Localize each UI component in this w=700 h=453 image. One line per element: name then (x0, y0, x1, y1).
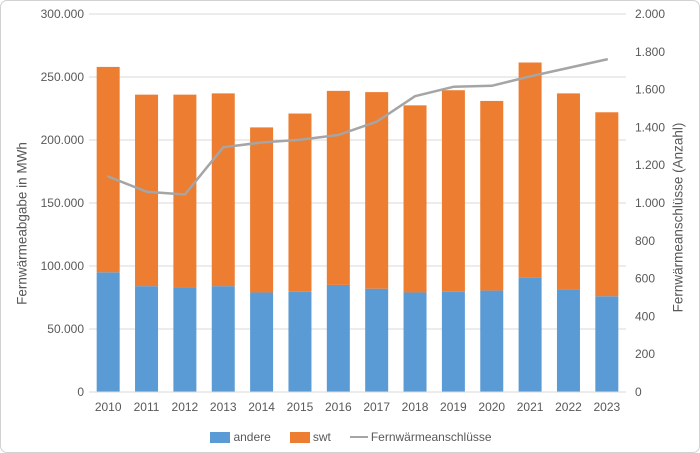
bar-segment-swt-2019 (441, 90, 465, 292)
left-axis-tick-label: 0 (77, 385, 84, 399)
x-axis-label-2014: 2014 (248, 400, 275, 414)
right-axis-tick-label: 2.000 (635, 7, 665, 21)
right-axis-tick-label: 0 (635, 385, 642, 399)
bar-segment-swt-2014 (250, 127, 274, 293)
right-axis-tick-label: 400 (635, 309, 655, 323)
legend-label-andere: andere (233, 430, 271, 444)
left-axis-tick-label: 250.000 (41, 70, 85, 84)
left-axis-tick-label: 200.000 (41, 133, 85, 147)
x-axis-label-2012: 2012 (172, 400, 199, 414)
legend-swatch-andere-icon (210, 431, 231, 443)
bar-segment-swt-2021 (518, 62, 542, 278)
bar-segment-andere-2013 (211, 286, 235, 392)
bar-segment-swt-2015 (288, 113, 312, 292)
bar-segment-swt-2010 (96, 66, 120, 273)
left-axis-tick-label: 50.000 (47, 322, 84, 336)
x-axis-label-2010: 2010 (95, 400, 122, 414)
bar-segment-swt-2018 (403, 105, 427, 293)
right-axis-tick-label: 1.200 (635, 158, 665, 172)
bar-segment-swt-2012 (173, 94, 197, 288)
x-axis-label-2015: 2015 (287, 400, 314, 414)
bar-segment-swt-2020 (480, 100, 504, 291)
bar-segment-andere-2018 (403, 292, 427, 392)
bar-segment-andere-2022 (556, 289, 580, 392)
x-axis-label-2017: 2017 (363, 400, 390, 414)
bar-segment-swt-2023 (595, 112, 619, 297)
legend-item-fernwaermeanschluesse: Fernwärmeanschlüsse (349, 430, 492, 444)
bar-segment-swt-2013 (211, 93, 235, 287)
right-axis-tick-label: 800 (635, 234, 655, 248)
bar-segment-andere-2019 (441, 291, 465, 392)
bar-segment-swt-2022 (556, 93, 580, 290)
x-axis-label-2018: 2018 (402, 400, 429, 414)
left-axis-title: Fernwärmeabgabe in MWh (14, 142, 30, 305)
x-axis-label-2019: 2019 (440, 400, 467, 414)
x-axis-label-2020: 2020 (478, 400, 505, 414)
x-axis-label-2011: 2011 (134, 400, 160, 414)
left-axis-tick-label: 100.000 (41, 259, 85, 273)
left-axis-tick-label: 300.000 (41, 7, 85, 21)
bar-segment-andere-2023 (595, 296, 619, 392)
right-axis-title: Fernwärmeanschlüsse (Anzahl) (670, 122, 686, 313)
legend: andere swt Fernwärmeanschlüsse (1, 427, 699, 447)
legend-label-fernwaermeanschluesse: Fernwärmeanschlüsse (370, 430, 492, 444)
right-axis-tick-label: 1.000 (635, 196, 665, 210)
right-axis-tick-label: 200 (635, 347, 655, 361)
left-axis-tick-label: 150.000 (41, 196, 85, 210)
legend-item-swt: swt (289, 430, 331, 444)
x-axis-label-2021: 2021 (517, 400, 544, 414)
bar-segment-swt-2017 (365, 92, 389, 289)
bar-segment-andere-2021 (518, 277, 542, 392)
right-axis-tick-label: 1.800 (635, 45, 665, 59)
bar-segment-andere-2011 (135, 286, 159, 392)
bar-segment-andere-2017 (365, 288, 389, 392)
bar-segment-andere-2010 (96, 272, 120, 392)
legend-item-andere: andere (210, 430, 271, 444)
right-axis-tick-label: 1.400 (635, 120, 665, 134)
bar-segment-andere-2020 (480, 290, 504, 392)
x-axis-label-2022: 2022 (555, 400, 582, 414)
bar-segment-andere-2016 (326, 284, 350, 392)
bar-segment-andere-2015 (288, 291, 312, 392)
bar-segment-andere-2012 (173, 287, 197, 392)
x-axis-label-2013: 2013 (210, 400, 237, 414)
bar-segment-swt-2016 (326, 90, 350, 285)
x-axis-label-2023: 2023 (593, 400, 620, 414)
x-axis-label-2016: 2016 (325, 400, 352, 414)
right-axis-tick-label: 1.600 (635, 83, 665, 97)
legend-line-swatch-icon (349, 435, 368, 439)
legend-swatch-swt-icon (289, 431, 310, 443)
right-axis-tick-label: 600 (635, 272, 655, 286)
legend-label-swt: swt (312, 430, 331, 444)
trend-line-fernwaermeanschluesse (106, 58, 609, 196)
bar-segment-andere-2014 (250, 292, 274, 392)
